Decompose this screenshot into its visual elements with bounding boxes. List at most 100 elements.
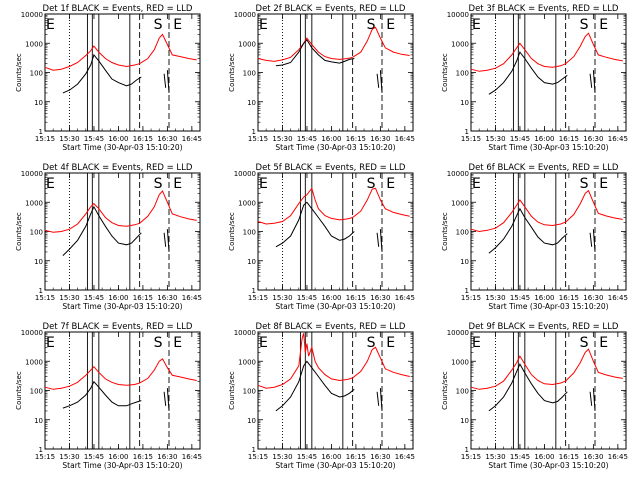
panel-title: Det 1f BLACK = Events, RED = LLD (43, 4, 193, 14)
detector-panel: Det 8f BLACK = Events, RED = LLD 1 10 100 10… (228, 322, 415, 470)
events-series-line (163, 232, 167, 247)
y-tick-label: 10000 (21, 170, 43, 178)
x-tick-label: 16:15 (346, 294, 366, 302)
y-tick-label: 1 (252, 287, 256, 295)
y-axis-label: Counts/sec (441, 53, 449, 92)
x-tick-label: 16:15 (346, 453, 366, 461)
x-tick-label: 16:45 (395, 294, 415, 302)
time-marker-label: E (173, 176, 182, 192)
x-tick-label: 15:30 (59, 135, 79, 143)
x-tick-label: 15:30 (485, 453, 505, 461)
x-tick-label: 16:15 (559, 453, 579, 461)
y-axis-label: Counts/sec (15, 53, 23, 92)
x-axis-label: Start Time (30-Apr-03 15:10:20) (62, 302, 182, 311)
x-axis-label: Start Time (30-Apr-03 15:10:20) (62, 461, 182, 470)
y-tick-label: 1000 (238, 40, 256, 48)
y-tick-label: 100 (456, 70, 469, 78)
x-tick-label: 15:15 (461, 453, 481, 461)
x-tick-label: 16:30 (583, 135, 603, 143)
lld-series-line (44, 358, 197, 390)
x-tick-label: 16:45 (608, 453, 628, 461)
panel-title: Det 8f BLACK = Events, RED = LLD (256, 322, 406, 332)
x-tick-label: 16:30 (370, 453, 390, 461)
y-tick-label: 100 (30, 70, 43, 78)
y-axis-label: Counts/sec (441, 371, 449, 410)
time-marker-label: E (259, 176, 268, 192)
y-tick-label: 10 (247, 258, 256, 266)
time-marker-label: E (599, 176, 608, 192)
y-tick-label: 1000 (451, 358, 469, 366)
x-tick-label: 15:15 (461, 294, 481, 302)
x-tick-label: 16:00 (108, 135, 128, 143)
time-marker-label: S (367, 17, 376, 33)
y-tick-label: 1 (252, 446, 256, 454)
x-tick-label: 16:30 (370, 294, 390, 302)
y-tick-label: 1000 (25, 199, 43, 207)
x-tick-label: 15:30 (272, 453, 292, 461)
x-tick-label: 16:30 (157, 294, 177, 302)
events-series-line (488, 51, 568, 95)
lld-series-line (44, 33, 197, 71)
events-series-line (166, 70, 170, 93)
x-tick-label: 15:30 (485, 294, 505, 302)
y-axis-label: Counts/sec (228, 371, 236, 410)
events-series-line (488, 207, 568, 254)
x-tick-label: 16:15 (346, 135, 366, 143)
x-tick-label: 16:45 (608, 294, 628, 302)
x-tick-label: 16:00 (534, 294, 554, 302)
x-tick-label: 16:45 (395, 453, 415, 461)
x-tick-label: 16:00 (321, 135, 341, 143)
y-tick-label: 10 (34, 417, 43, 425)
x-tick-label: 15:30 (485, 135, 505, 143)
events-series-line (275, 39, 355, 67)
y-tick-label: 10000 (234, 11, 256, 19)
events-series-line (376, 391, 380, 406)
x-tick-label: 15:30 (272, 294, 292, 302)
y-tick-label: 10 (247, 417, 256, 425)
lld-series-line (44, 190, 197, 233)
x-tick-label: 16:30 (583, 453, 603, 461)
events-series-line (166, 229, 170, 252)
events-series-line (592, 70, 596, 93)
y-tick-label: 1000 (238, 358, 256, 366)
y-tick-label: 10 (460, 417, 469, 425)
events-series-line (163, 73, 167, 88)
x-tick-label: 15:45 (510, 453, 530, 461)
y-tick-label: 100 (456, 229, 469, 237)
time-marker-label: E (386, 17, 395, 33)
x-axis-label: Start Time (30-Apr-03 15:10:20) (275, 302, 395, 311)
x-tick-label: 16:30 (157, 135, 177, 143)
y-tick-label: 10 (460, 99, 469, 107)
x-tick-label: 16:30 (583, 294, 603, 302)
x-tick-label: 15:45 (297, 135, 317, 143)
y-axis-label: Counts/sec (228, 53, 236, 92)
time-marker-label: E (46, 335, 55, 351)
y-tick-label: 10 (247, 99, 256, 107)
x-tick-label: 15:15 (35, 294, 55, 302)
detector-panel: Det 6f BLACK = Events, RED = LLD 1 10 100 10… (441, 163, 628, 311)
time-marker-label: E (259, 17, 268, 33)
x-axis-label: Start Time (30-Apr-03 15:10:20) (488, 143, 608, 152)
events-series-line (592, 388, 596, 411)
y-tick-label: 1000 (451, 199, 469, 207)
y-tick-label: 10000 (21, 11, 43, 19)
x-tick-label: 15:30 (59, 453, 79, 461)
x-tick-label: 15:15 (248, 453, 268, 461)
panel-title: Det 5f BLACK = Events, RED = LLD (256, 163, 406, 173)
time-marker-label: E (599, 17, 608, 33)
time-marker-label: E (386, 176, 395, 192)
lld-series-line (470, 348, 623, 390)
x-tick-label: 15:15 (35, 135, 55, 143)
x-axis-label: Start Time (30-Apr-03 15:10:20) (488, 461, 608, 470)
y-tick-label: 1000 (25, 40, 43, 48)
x-tick-label: 15:30 (59, 294, 79, 302)
x-tick-label: 16:15 (559, 294, 579, 302)
y-axis-label: Counts/sec (15, 212, 23, 251)
events-series-line (166, 388, 170, 411)
y-tick-label: 10000 (21, 329, 43, 337)
y-axis-label: Counts/sec (228, 212, 236, 251)
y-tick-label: 1 (39, 128, 43, 136)
y-tick-label: 10000 (447, 170, 469, 178)
x-tick-label: 16:30 (157, 453, 177, 461)
